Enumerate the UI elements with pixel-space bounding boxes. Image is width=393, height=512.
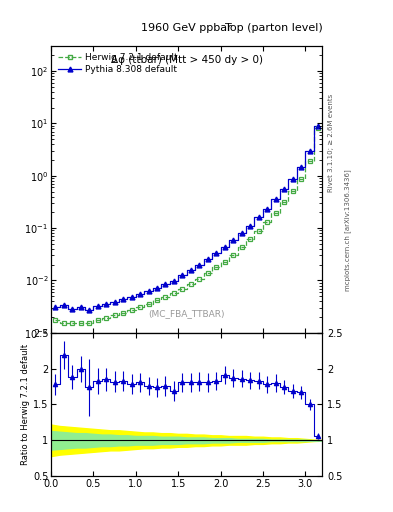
Text: 1960 GeV ppbar: 1960 GeV ppbar [141, 23, 232, 33]
Text: (MC_FBA_TTBAR): (MC_FBA_TTBAR) [149, 309, 225, 318]
Y-axis label: Ratio to Herwig 7.2.1 default: Ratio to Herwig 7.2.1 default [21, 344, 30, 465]
Text: mcplots.cern.ch [arXiv:1306.3436]: mcplots.cern.ch [arXiv:1306.3436] [344, 169, 351, 291]
Legend: Herwig 7.2.1 default, Pythia 8.308 default: Herwig 7.2.1 default, Pythia 8.308 defau… [55, 51, 181, 77]
Text: Top (parton level): Top (parton level) [224, 23, 322, 33]
Text: Rivet 3.1.10; ≥ 2.6M events: Rivet 3.1.10; ≥ 2.6M events [328, 94, 334, 193]
Text: Δφ (ttbar) (Mtt > 450 dy > 0): Δφ (ttbar) (Mtt > 450 dy > 0) [111, 55, 263, 65]
